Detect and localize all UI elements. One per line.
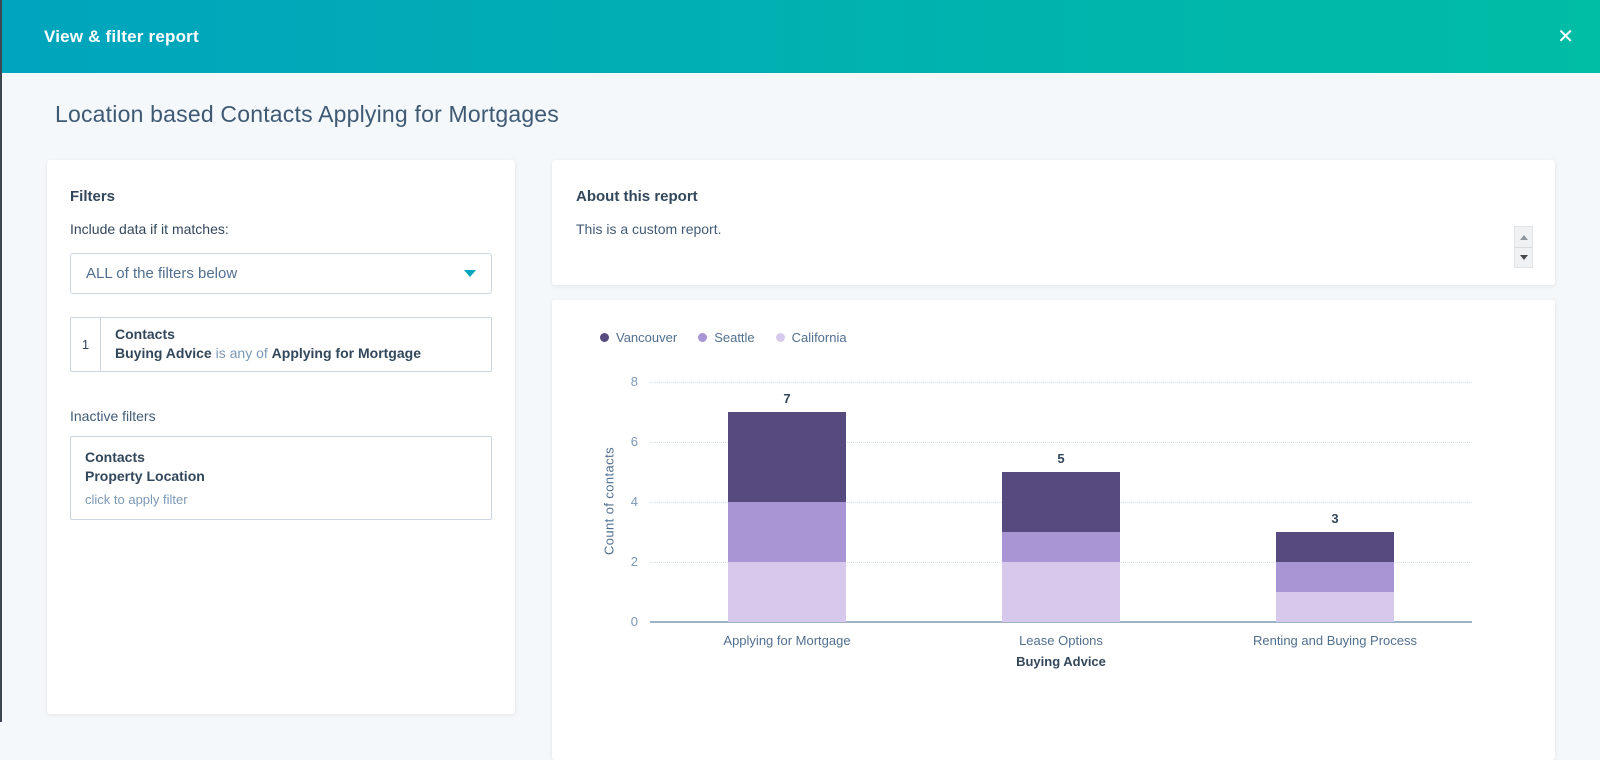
- legend-dot-icon: [698, 333, 708, 342]
- legend-item-seattle[interactable]: Seattle: [698, 330, 755, 345]
- bar-segment-seattle[interactable]: [1276, 561, 1394, 592]
- filter-object: Contacts: [115, 326, 175, 342]
- y-axis-title: Count of contacts: [601, 447, 617, 555]
- chart-legend: Vancouver Seattle California: [600, 330, 868, 345]
- inactive-filter-description: Contacts Property Location: [85, 448, 477, 486]
- triangle-up-icon: [1519, 234, 1528, 240]
- legend-item-california[interactable]: California: [775, 330, 847, 345]
- x-tick-label: Lease Options: [1019, 633, 1103, 648]
- x-tick-label: Renting and Buying Process: [1252, 633, 1418, 648]
- page-title: Location based Contacts Applying for Mor…: [55, 101, 560, 127]
- match-label: Include data if it matches:: [70, 221, 229, 237]
- match-type-dropdown-value: ALL of the filters below: [86, 265, 238, 282]
- y-tick-label: 8: [630, 373, 638, 389]
- active-filter-row[interactable]: 1 Contacts Buying Advice is any of Apply…: [70, 317, 492, 372]
- bar-segment-california[interactable]: [1002, 561, 1120, 622]
- screen-left-edge: [0, 0, 2, 722]
- bar-segment-seattle[interactable]: [1002, 531, 1120, 562]
- legend-label: California: [791, 330, 847, 345]
- filter-operator: is any of: [215, 345, 268, 361]
- legend-label: Seattle: [714, 330, 755, 345]
- filters-panel: Filters Include data if it matches: ALL …: [47, 160, 515, 714]
- step-down-button[interactable]: [1515, 247, 1532, 267]
- triangle-down-icon: [1519, 255, 1528, 260]
- bar-total-label: 5: [1057, 450, 1065, 466]
- filter-property: Buying Advice: [115, 345, 212, 361]
- modal-header: View & filter report ✕: [0, 0, 1600, 73]
- x-axis-line: [650, 621, 1472, 623]
- gridline: [650, 381, 1472, 383]
- chevron-down-icon: [464, 270, 476, 277]
- y-tick-label: 2: [630, 553, 638, 569]
- bar-segment-california[interactable]: [1276, 591, 1394, 622]
- x-axis-title: Buying Advice: [1016, 654, 1106, 669]
- bar-segment-vancouver[interactable]: [1002, 471, 1120, 532]
- inactive-filter-object: Contacts: [85, 449, 145, 465]
- step-up-button[interactable]: [1515, 227, 1532, 247]
- inactive-filter-property: Property Location: [85, 468, 205, 484]
- close-icon[interactable]: ✕: [1557, 25, 1574, 48]
- x-tick-label: Applying for Mortgage: [723, 633, 851, 648]
- about-heading: About this report: [576, 188, 698, 205]
- legend-label: Vancouver: [616, 330, 678, 345]
- legend-dot-icon: [775, 333, 785, 342]
- bar-total-label: 7: [783, 390, 791, 406]
- chart-panel: Vancouver Seattle California 0 2 4 6 8 7 Applyin…: [552, 300, 1555, 760]
- filter-description: Contacts Buying Advice is any of Applyin…: [101, 318, 435, 371]
- filter-index: 1: [71, 318, 101, 371]
- about-panel: About this report This is a custom repor…: [552, 160, 1555, 285]
- inactive-filter-row[interactable]: Contacts Property Location click to appl…: [70, 436, 492, 520]
- match-type-dropdown[interactable]: ALL of the filters below: [70, 253, 492, 294]
- y-tick-label: 0: [630, 614, 638, 629]
- y-tick-label: 4: [630, 493, 638, 509]
- modal-title: View & filter report: [44, 26, 199, 46]
- legend-item-vancouver[interactable]: Vancouver: [600, 330, 677, 345]
- bar-total-label: 3: [1331, 510, 1339, 526]
- legend-dot-icon: [600, 333, 609, 342]
- bar-segment-california[interactable]: [728, 561, 846, 622]
- about-description: This is a custom report.: [576, 221, 722, 237]
- bar-segment-vancouver[interactable]: [1276, 531, 1394, 562]
- inactive-filters-heading: Inactive filters: [70, 408, 156, 424]
- bar-segment-seattle[interactable]: [728, 501, 846, 562]
- filter-value: Applying for Mortgage: [271, 345, 421, 361]
- y-tick-label: 6: [630, 433, 638, 449]
- bar-segment-vancouver[interactable]: [728, 411, 846, 502]
- inactive-filter-hint: click to apply filter: [85, 492, 188, 507]
- stepper: [1514, 226, 1533, 268]
- filters-heading: Filters: [70, 188, 116, 205]
- gridline: [650, 441, 1472, 443]
